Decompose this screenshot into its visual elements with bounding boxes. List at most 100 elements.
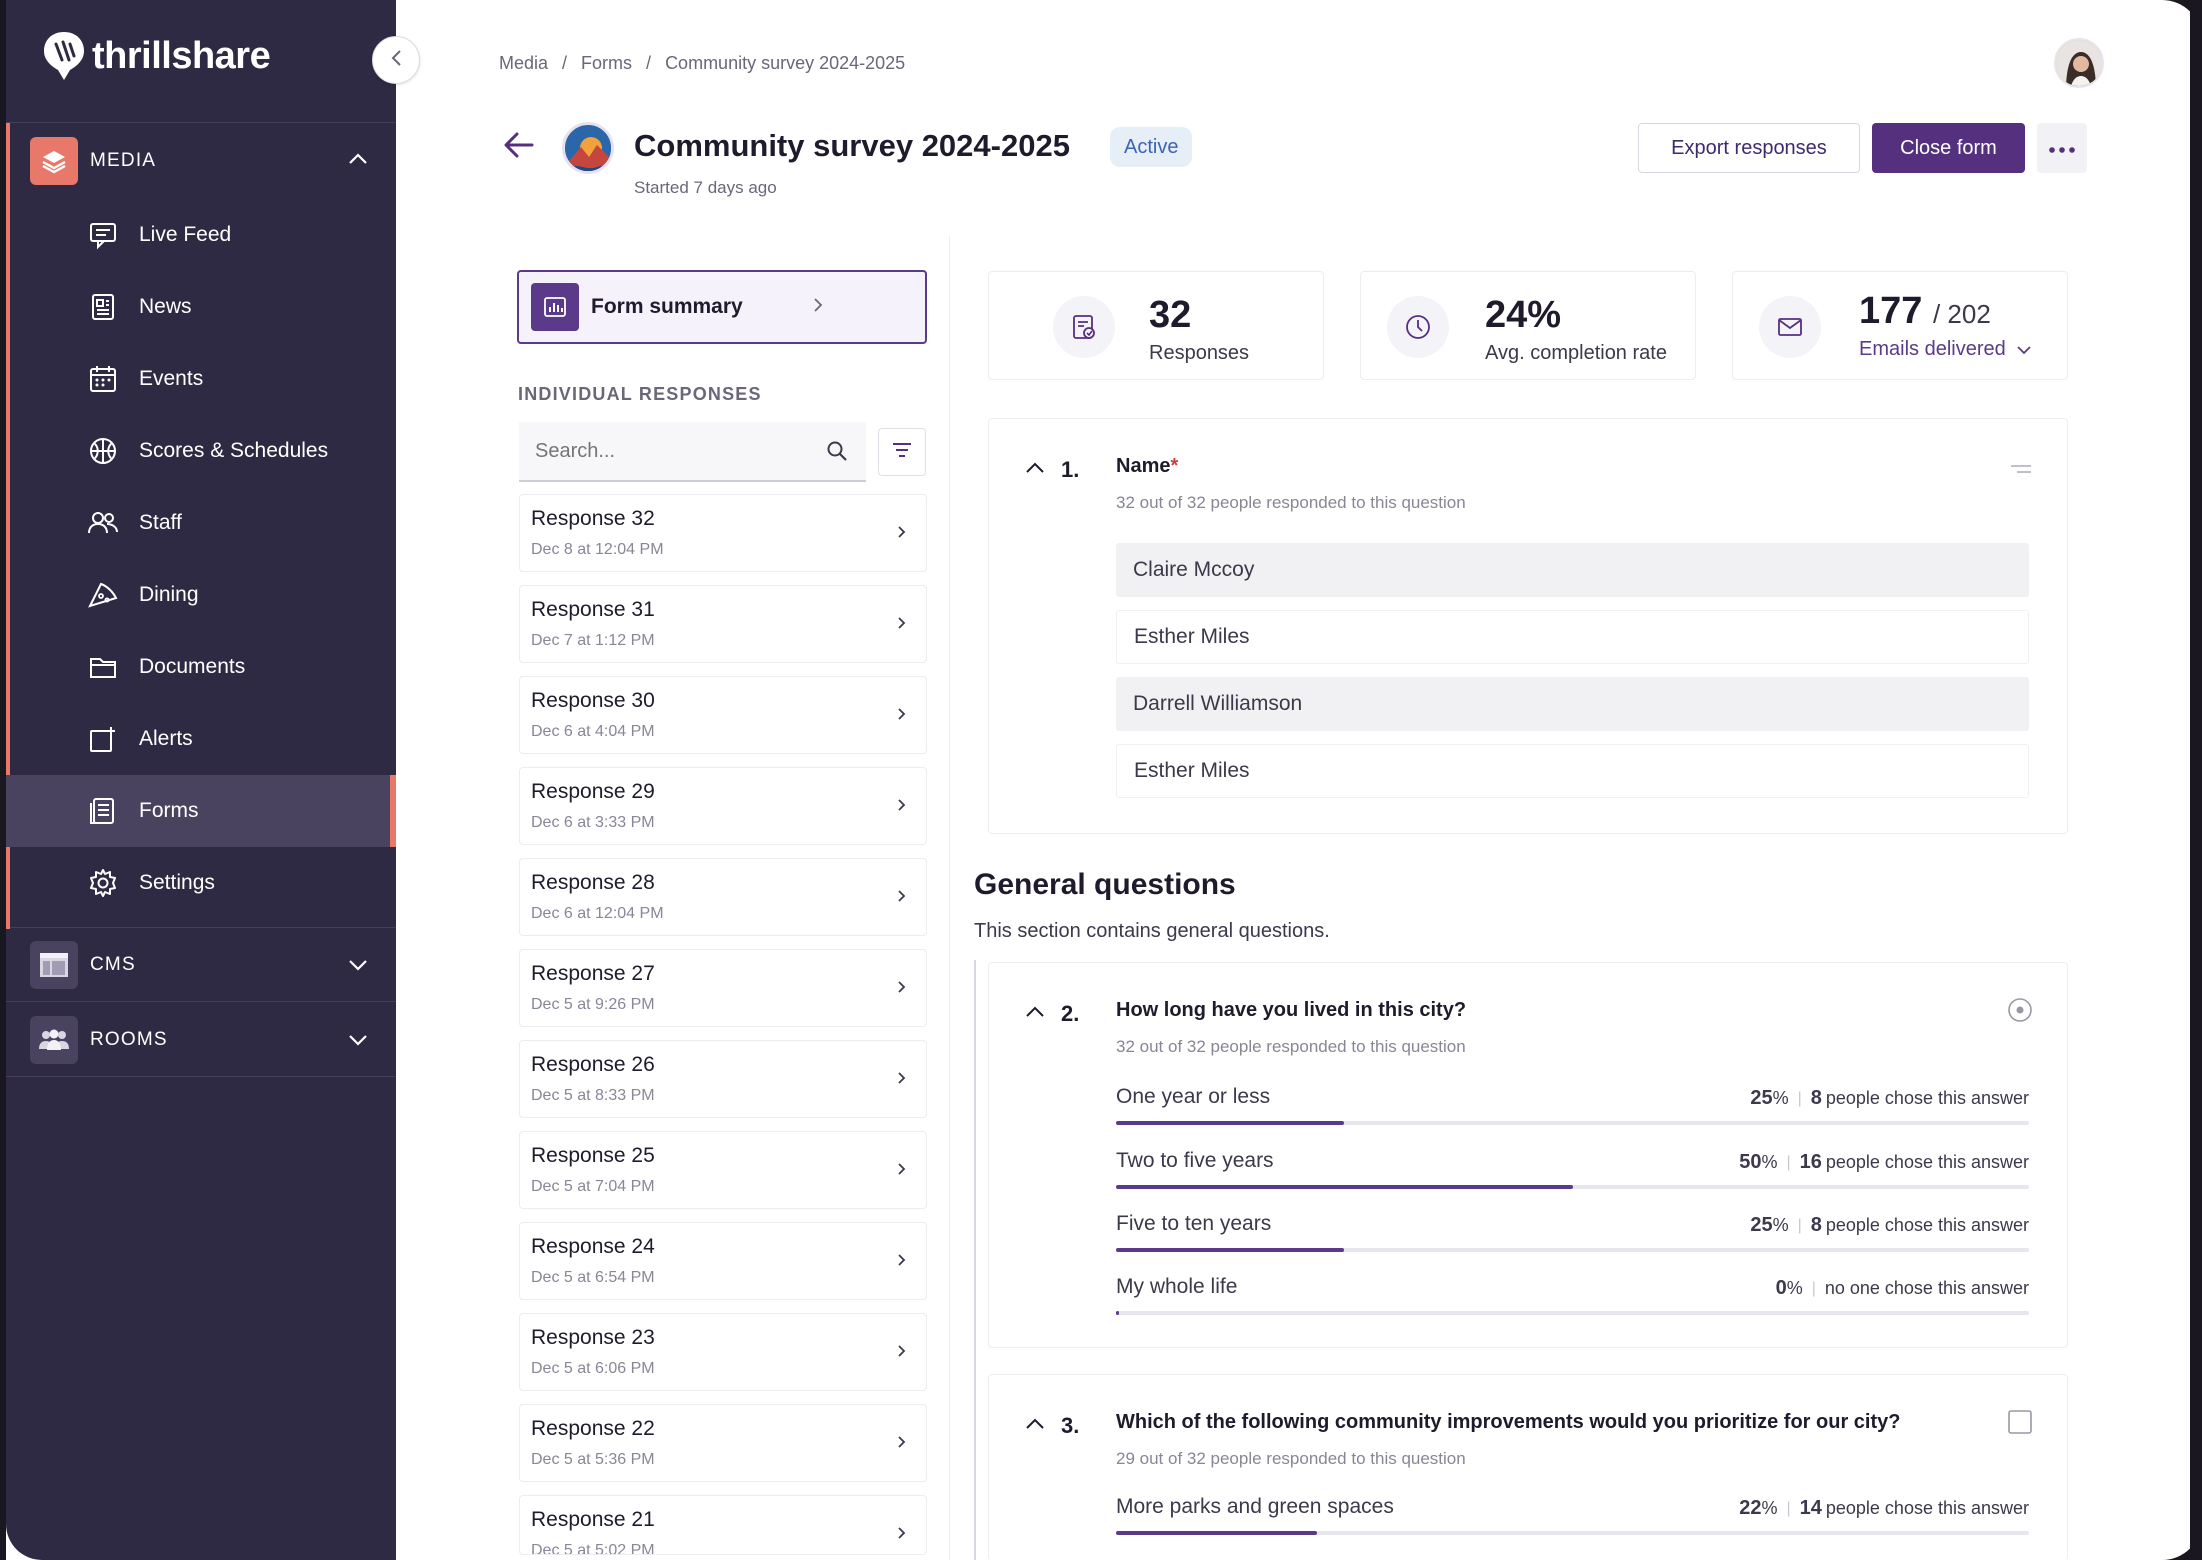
short-text-icon: [2009, 461, 2033, 479]
more-horizontal-icon: [2049, 141, 2075, 156]
layout-icon: [30, 941, 78, 989]
breadcrumb-link[interactable]: Forms: [581, 53, 633, 73]
option-count-text: people chose this answer: [1825, 1215, 2029, 1235]
required-marker: *: [1170, 455, 1179, 477]
form-logo: [562, 122, 614, 174]
sidebar: thrillshare MEDIA Live Feed News Events …: [6, 0, 396, 1560]
sidebar-item-label: Events: [139, 367, 204, 390]
back-arrow-icon[interactable]: [502, 128, 536, 167]
response-date: Dec 5 at 6:06 PM: [531, 1360, 655, 1377]
sidebar-item-events[interactable]: Events: [6, 343, 396, 415]
emails-delivered-dropdown[interactable]: Emails delivered: [1859, 338, 2032, 361]
window-edge: [2190, 0, 2202, 1560]
sidebar-item-label: News: [139, 295, 192, 318]
question-response-count: 32 out of 32 people responded to this qu…: [1116, 1037, 1466, 1056]
media-group-header[interactable]: MEDIA: [6, 123, 396, 199]
sidebar-item-staff[interactable]: Staff: [6, 487, 396, 559]
option-stats: 25% | 8 people chose this answer: [1750, 1214, 2029, 1236]
sidebar-item-scores-schedules[interactable]: Scores & Schedules: [6, 415, 396, 487]
rooms-group[interactable]: ROOMS: [6, 1003, 396, 1077]
breadcrumb-link[interactable]: Media: [499, 53, 549, 73]
option-count: 14: [1799, 1497, 1822, 1519]
chevron-right-icon: [897, 1526, 906, 1545]
sidebar-item-dining[interactable]: Dining: [6, 559, 396, 631]
cms-group-label: CMS: [90, 954, 136, 975]
response-item[interactable]: Response 30 Dec 6 at 4:04 PM: [519, 676, 927, 754]
section-description: This section contains general questions.: [974, 920, 1330, 942]
sidebar-item-documents[interactable]: Documents: [6, 631, 396, 703]
more-options-button[interactable]: [2037, 123, 2087, 173]
sidebar-item-news[interactable]: News: [6, 271, 396, 343]
alert-icon: [86, 722, 120, 756]
option-label: Five to ten years: [1116, 1212, 1272, 1235]
question-number: 2.: [1061, 1001, 1080, 1026]
form-summary-button[interactable]: Form summary: [517, 270, 927, 344]
sidebar-item-live-feed[interactable]: Live Feed: [6, 199, 396, 271]
layers-icon: [30, 137, 78, 185]
progress-fill: [1116, 1121, 1345, 1125]
brand-logo[interactable]: thrillshare: [42, 30, 271, 82]
response-item[interactable]: Response 22 Dec 5 at 5:36 PM: [519, 1404, 927, 1482]
avatar[interactable]: [2054, 38, 2104, 88]
search-input[interactable]: [519, 439, 809, 463]
option-label: My whole life: [1116, 1275, 1238, 1298]
chevron-up-icon[interactable]: [1025, 1005, 1045, 1023]
sidebar-item-forms[interactable]: Forms: [6, 775, 396, 847]
question-card: 1. Name* 32 out of 32 people responded t…: [988, 418, 2068, 834]
group-icon: [30, 1016, 78, 1064]
chevron-right-icon: [897, 1162, 906, 1181]
sidebar-item-alerts[interactable]: Alerts: [6, 703, 396, 775]
emails-delivered-count: 177: [1859, 290, 1923, 332]
thrillshare-logo-icon: [42, 30, 86, 82]
responses-doc-icon: [1053, 296, 1115, 358]
answer-option: Five to ten years 25% | 8 people chose this…: [1116, 1210, 2029, 1260]
response-date: Dec 6 at 3:33 PM: [531, 814, 655, 831]
chevron-right-icon: [897, 1071, 906, 1090]
answer-row: Esther Miles: [1116, 610, 2029, 664]
response-item[interactable]: Response 32 Dec 8 at 12:04 PM: [519, 494, 927, 572]
individual-responses-heading: INDIVIDUAL RESPONSES: [518, 384, 762, 404]
response-title: Response 27: [531, 962, 655, 985]
chevron-up-icon[interactable]: [1025, 1417, 1045, 1435]
response-item[interactable]: Response 23 Dec 5 at 6:06 PM: [519, 1313, 927, 1391]
progress-track: [1116, 1311, 2029, 1315]
percent-sign: %: [1761, 1498, 1778, 1518]
answer-option: One year or less 25% | 8 people chose this …: [1116, 1083, 2029, 1133]
breadcrumb-separator: /: [646, 53, 652, 73]
chevron-right-icon: [897, 1435, 906, 1454]
percent-sign: %: [1761, 1152, 1778, 1172]
status-badge: Active: [1110, 127, 1193, 167]
answer-row: Esther Miles: [1116, 744, 2029, 798]
response-item[interactable]: Response 29 Dec 6 at 3:33 PM: [519, 767, 927, 845]
response-item[interactable]: Response 21 Dec 5 at 5:02 PM: [519, 1495, 927, 1555]
sidebar-item-settings[interactable]: Settings: [6, 847, 396, 919]
answer-row: Darrell Williamson: [1116, 677, 2029, 731]
mail-icon: [1759, 296, 1821, 358]
response-item[interactable]: Response 27 Dec 5 at 9:26 PM: [519, 949, 927, 1027]
response-item[interactable]: Response 26 Dec 5 at 8:33 PM: [519, 1040, 927, 1118]
search-icon[interactable]: [826, 440, 848, 467]
option-label: Two to five years: [1116, 1149, 1274, 1172]
progress-track: [1116, 1531, 2029, 1535]
export-responses-button[interactable]: Export responses: [1638, 123, 1860, 173]
question-title: Which of the following community improve…: [1116, 1411, 1901, 1433]
progress-fill: [1116, 1531, 1317, 1535]
response-item[interactable]: Response 28 Dec 6 at 12:04 PM: [519, 858, 927, 936]
chevron-right-icon: [897, 889, 906, 908]
filter-button[interactable]: [878, 428, 926, 476]
response-title: Response 24: [531, 1235, 655, 1258]
chevron-up-icon[interactable]: [1025, 461, 1045, 479]
breadcrumb: Media / Forms / Community survey 2024-20…: [499, 53, 905, 74]
option-count: 16: [1799, 1151, 1822, 1173]
cms-group[interactable]: CMS: [6, 928, 396, 1002]
checkbox-type-icon: [2007, 1409, 2033, 1440]
people-icon: [86, 506, 120, 540]
response-item[interactable]: Response 25 Dec 5 at 7:04 PM: [519, 1131, 927, 1209]
response-item[interactable]: Response 24 Dec 5 at 6:54 PM: [519, 1222, 927, 1300]
question-card: 3. Which of the following community impr…: [988, 1374, 2068, 1560]
response-title: Response 26: [531, 1053, 655, 1076]
sidebar-collapse-button[interactable]: [372, 36, 420, 84]
option-count: 8: [1810, 1087, 1822, 1109]
response-item[interactable]: Response 31 Dec 7 at 1:12 PM: [519, 585, 927, 663]
close-form-button[interactable]: Close form: [1872, 123, 2025, 173]
